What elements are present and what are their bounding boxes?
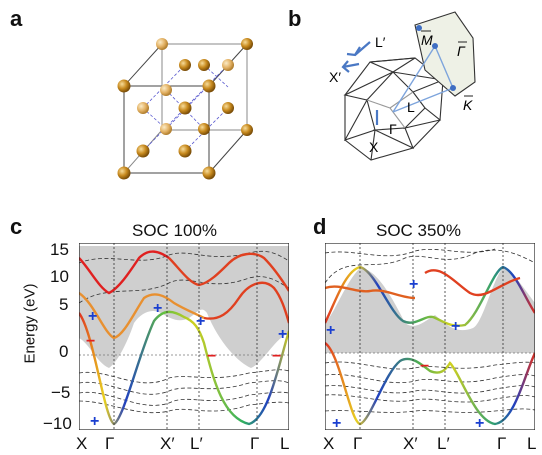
atom (179, 59, 191, 71)
surface-label-m: M (421, 32, 433, 48)
x-tick-label: X (323, 434, 335, 453)
bz-label-x-prime: X′ (329, 69, 341, 85)
x-tick-label: X′ (160, 434, 175, 453)
x-tick-label: Γ (353, 434, 363, 453)
brillouin-zone-diagram: L′ X′ L Γ X M Γ K (329, 11, 476, 161)
axis-arrows (341, 41, 379, 125)
y-tick-label: 15 (50, 240, 69, 259)
x-tick-label: X (76, 434, 88, 453)
parity-plus-mark: + (409, 276, 418, 293)
k-point-lines (359, 243, 504, 430)
atom (178, 101, 192, 115)
atom (117, 79, 131, 93)
y-tick-label: 5 (59, 295, 69, 314)
x-tick-label: Γ (497, 434, 507, 453)
panel-label-d: d (313, 214, 327, 239)
parity-minus-mark: − (272, 348, 281, 365)
high-symmetry-points (416, 25, 456, 91)
chart-title-c: SOC 100% (132, 221, 218, 240)
parity-minus-mark: − (207, 348, 216, 365)
valence-gap-region (79, 243, 289, 368)
atom (117, 166, 131, 180)
atom (198, 123, 210, 135)
atom (160, 123, 172, 135)
surface-label-gamma: Γ (457, 43, 466, 59)
truncated-octahedron (343, 57, 446, 161)
bz-label-l-prime: L′ (375, 34, 386, 50)
parity-plus-mark: + (278, 326, 287, 343)
parity-plus-mark: + (326, 322, 335, 339)
surface-brillouin-zone (414, 11, 476, 97)
atom (202, 79, 216, 93)
y-tick-label: −10 (43, 414, 72, 433)
panel-label-a: a (10, 6, 23, 31)
parity-plus-mark: + (451, 318, 460, 335)
parity-plus-mark: + (153, 300, 162, 317)
dashed-bands (325, 248, 535, 413)
dashed-bands (79, 250, 289, 414)
atom (198, 59, 210, 71)
parity-plus-mark: + (332, 415, 341, 430)
atom (178, 144, 192, 158)
k-point-lines (113, 243, 258, 430)
atom (202, 166, 216, 180)
valence-gap-region (325, 268, 535, 353)
atom (160, 84, 172, 96)
projection-lines (392, 45, 454, 113)
colored-bands (79, 250, 289, 426)
bz-label-gamma: Γ (389, 121, 397, 137)
parity-plus-mark: + (475, 415, 484, 430)
atom (241, 38, 253, 50)
parity-plus-mark: + (88, 308, 97, 325)
panel-label-b: b (288, 6, 302, 31)
atom (136, 144, 150, 158)
x-tick-label: Γ (250, 434, 260, 453)
y-tick-label: 10 (50, 267, 69, 286)
surface-label-k: K (463, 97, 473, 113)
chart-title-d: SOC 350% (376, 221, 462, 240)
x-tick-label: L′ (437, 434, 450, 453)
atom (241, 124, 253, 136)
x-tick-label: X′ (403, 434, 418, 453)
x-tick-label: Γ (105, 434, 115, 453)
crystal-structure-diagram (117, 38, 253, 180)
parity-plus-mark: + (196, 313, 205, 330)
atoms (117, 38, 253, 180)
x-tick-label: L (280, 434, 290, 453)
y-axis-label: Energy (eV) (21, 283, 39, 364)
panel-label-c: c (10, 214, 23, 239)
atom (156, 38, 168, 50)
x-tick-label: L′ (190, 434, 203, 453)
y-tick-label: −5 (51, 383, 71, 402)
bz-label-l: L (407, 99, 415, 115)
band-structure-chart-c: + − + + − + + − (79, 243, 289, 430)
x-tick-label: L (527, 434, 537, 453)
parity-plus-mark: + (90, 413, 99, 430)
bz-label-x: X (369, 139, 379, 155)
atom (137, 102, 149, 114)
atom (222, 59, 234, 71)
y-tick-label: 0 (59, 342, 69, 361)
parity-minus-mark: − (86, 333, 95, 350)
parity-minus-mark: − (420, 358, 429, 375)
band-structure-chart-d: + + − + + + (325, 243, 535, 430)
atom (222, 102, 234, 114)
